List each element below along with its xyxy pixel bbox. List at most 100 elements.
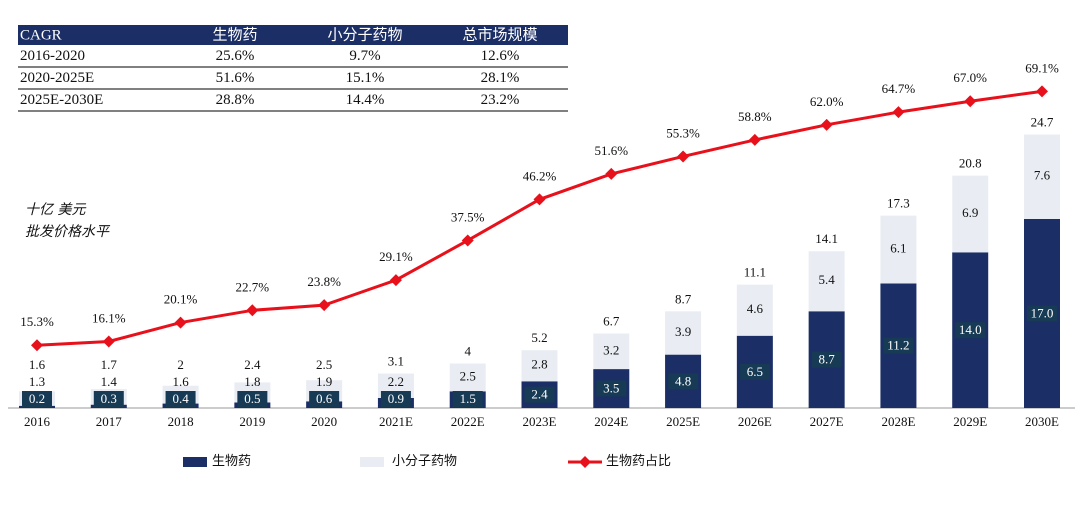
- share-marker: [533, 193, 546, 206]
- legend-swatch: [183, 457, 207, 467]
- total-label: 17.3: [887, 196, 910, 211]
- label-box: [237, 391, 268, 407]
- total-label: 1.6: [29, 357, 46, 372]
- share-label: 64.7%: [882, 81, 916, 96]
- value-label: 1.9: [316, 374, 332, 389]
- value-label: 1.8: [244, 374, 260, 389]
- table-header-bg: [18, 25, 568, 45]
- x-tick-label: 2016: [24, 414, 51, 429]
- x-tick-label: 2028E: [881, 414, 915, 429]
- x-tick-label: 2026E: [738, 414, 772, 429]
- value-label: 6.9: [962, 205, 978, 220]
- share-label: 62.0%: [810, 94, 844, 109]
- x-tick-label: 2019: [239, 414, 265, 429]
- total-label: 6.7: [603, 313, 620, 328]
- label-box: [811, 351, 842, 368]
- share-label: 37.5%: [451, 209, 485, 224]
- value-label: 3.9: [675, 324, 691, 339]
- bar-small-molecule: [449, 363, 486, 392]
- share-marker: [102, 335, 115, 348]
- bar-small-molecule: [952, 175, 989, 253]
- table-cell: 25.6%: [216, 48, 255, 64]
- value-label: 6.5: [747, 364, 763, 379]
- total-label: 24.7: [1031, 114, 1054, 129]
- total-label: 4: [464, 344, 471, 359]
- value-label: 0.4: [172, 391, 189, 406]
- x-tick-label: 2018: [168, 414, 194, 429]
- total-label: 14.1: [815, 231, 838, 246]
- share-marker: [964, 95, 977, 108]
- table-header: 生物药: [212, 26, 257, 43]
- value-label: 5.4: [819, 272, 836, 287]
- value-label: 4.8: [675, 373, 691, 388]
- unit-label: 十亿 美元: [25, 202, 86, 218]
- total-label: 8.7: [675, 291, 692, 306]
- total-label: 5.2: [531, 330, 547, 345]
- value-label: 1.4: [101, 374, 118, 389]
- bar-small-molecule: [521, 350, 558, 382]
- share-marker: [677, 150, 690, 163]
- table-header: 小分子药物: [327, 26, 402, 43]
- value-label: 3.2: [603, 342, 619, 357]
- share-label: 22.7%: [236, 279, 270, 294]
- table-cell: 51.6%: [216, 70, 255, 86]
- share-marker: [820, 118, 833, 131]
- share-marker: [31, 339, 43, 352]
- value-label: 0.3: [101, 391, 117, 406]
- total-label: 2.4: [244, 357, 261, 372]
- share-label: 51.6%: [594, 143, 628, 158]
- label-box: [955, 322, 986, 339]
- share-label: 23.8%: [307, 274, 341, 289]
- value-label: 11.2: [887, 338, 909, 353]
- value-label: 0.9: [388, 391, 404, 406]
- label-box: [22, 391, 52, 407]
- table-cell: 2016-2020: [20, 48, 85, 64]
- value-label: 1.3: [29, 374, 45, 389]
- bar-small-molecule: [1024, 134, 1060, 219]
- share-marker: [605, 167, 618, 180]
- value-label: 1.5: [460, 391, 476, 406]
- legend-label: 小分子药物: [392, 453, 457, 468]
- label-box: [452, 391, 483, 407]
- x-tick-label: 2027E: [810, 414, 844, 429]
- share-label: 69.1%: [1025, 60, 1059, 75]
- x-tick-label: 2020: [311, 414, 337, 429]
- label-box: [739, 363, 770, 380]
- value-label: 17.0: [1031, 305, 1054, 320]
- label-box: [1027, 305, 1057, 322]
- x-tick-label: 2025E: [666, 414, 700, 429]
- share-marker: [461, 234, 474, 247]
- value-label: 8.7: [819, 352, 836, 367]
- x-tick-label: 2030E: [1025, 414, 1059, 429]
- share-label: 20.1%: [164, 292, 198, 307]
- share-label: 58.8%: [738, 109, 772, 124]
- bar-small-molecule: [665, 311, 702, 355]
- bar-small-molecule: [593, 333, 630, 370]
- share-marker: [318, 299, 331, 312]
- total-label: 2.5: [316, 357, 332, 372]
- value-label: 0.5: [244, 391, 260, 406]
- value-label: 0.2: [29, 391, 45, 406]
- share-label: 29.1%: [379, 249, 413, 264]
- total-label: 2: [177, 357, 184, 372]
- value-label: 4.6: [747, 301, 764, 316]
- total-label: 11.1: [744, 265, 766, 280]
- table-cell: 2025E-2030E: [20, 92, 103, 108]
- table-header: 总市场规模: [462, 26, 537, 43]
- bar-small-molecule: [736, 284, 773, 336]
- share-marker: [1036, 85, 1048, 98]
- value-label: 7.6: [1034, 168, 1051, 183]
- legend-label: 生物药占比: [606, 453, 671, 468]
- value-label: 6.1: [890, 241, 906, 256]
- table-cell: 14.4%: [346, 92, 385, 108]
- table-header: CAGR: [20, 27, 62, 43]
- share-marker: [246, 304, 259, 317]
- share-marker: [748, 133, 761, 146]
- value-label: 0.6: [316, 391, 333, 406]
- share-marker: [892, 106, 905, 119]
- legend-swatch: [360, 457, 384, 467]
- bar-small-molecule: [808, 251, 845, 312]
- value-label: 3.5: [603, 381, 619, 396]
